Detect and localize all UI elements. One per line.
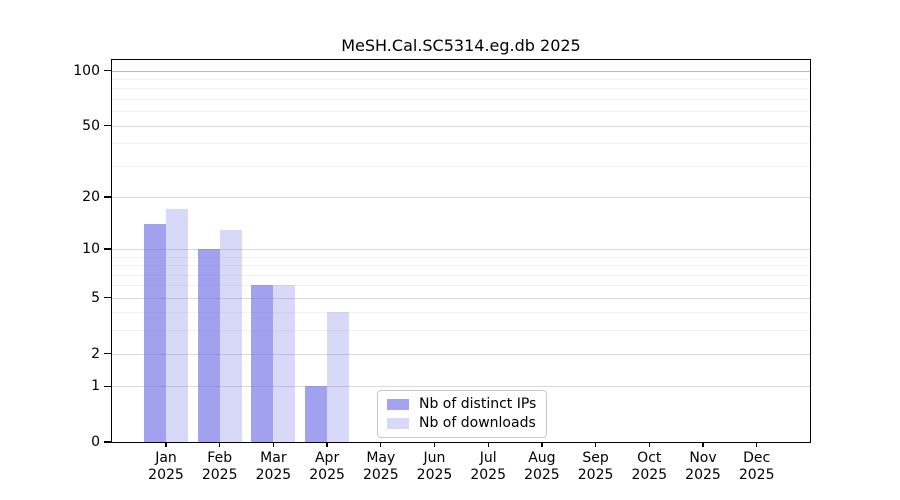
gridline-100 — [112, 70, 810, 72]
x-tick-label-feb: Feb 2025 — [201, 450, 238, 483]
x-tick-oct — [648, 442, 650, 447]
y-tick-label-0: 0 — [91, 434, 100, 450]
chart-title: MeSH.Cal.SC5314.eg.db 2025 — [341, 36, 581, 55]
y-tick-2 — [104, 352, 111, 355]
gridline-minor-4 — [112, 312, 810, 314]
gridline-minor-40 — [112, 143, 810, 145]
y-tick-100 — [104, 69, 111, 72]
y-tick-label-1: 1 — [91, 378, 100, 395]
bar-distinct-ips-apr — [305, 386, 328, 442]
gridline-minor-70 — [112, 98, 810, 100]
legend-item-downloads: Nb of downloads — [387, 415, 536, 431]
gridline-minor-3 — [112, 330, 810, 332]
x-tick-label-sep: Sep 2025 — [577, 450, 614, 483]
bar-downloads-feb — [219, 229, 242, 442]
bar-downloads-jan — [166, 209, 188, 442]
x-tick-label-oct: Oct 2025 — [631, 450, 668, 483]
x-tick-label-aug: Aug 2025 — [524, 450, 560, 483]
gridline-minor-90 — [112, 78, 810, 80]
gridline-minor-30 — [112, 165, 810, 167]
bar-distinct-ips-mar — [251, 285, 274, 442]
legend-item-distinct-ips: Nb of distinct IPs — [387, 396, 536, 412]
bar-distinct-ips-jan — [144, 224, 166, 442]
gridline-2 — [112, 353, 810, 355]
y-tick-label-100: 100 — [73, 62, 100, 79]
x-tick-dec — [756, 442, 758, 447]
y-tick-label-10: 10 — [82, 241, 100, 257]
legend-swatch-distinct-ips — [387, 398, 409, 410]
gridline-1 — [112, 386, 810, 388]
gridline-minor-8 — [112, 265, 810, 267]
x-tick-nov — [702, 442, 704, 447]
x-tick-may — [380, 442, 382, 447]
legend-label-downloads: Nb of downloads — [419, 415, 536, 431]
x-tick-mar — [272, 442, 275, 447]
y-tick-label-20: 20 — [82, 188, 100, 205]
x-tick-label-may: May 2025 — [362, 450, 399, 483]
gridline-minor-9 — [112, 256, 810, 258]
x-tick-label-jun: Jun 2025 — [416, 450, 453, 483]
legend-label-distinct-ips: Nb of distinct IPs — [419, 396, 537, 412]
x-tick-label-apr: Apr 2025 — [309, 450, 345, 483]
x-tick-jun — [433, 442, 436, 447]
x-tick-apr — [326, 442, 328, 447]
gridline-50 — [112, 125, 810, 127]
bar-downloads-apr — [327, 312, 350, 442]
y-tick-label-2: 2 — [91, 345, 100, 362]
gridline-5 — [112, 297, 810, 299]
x-tick-label-jul: Jul 2025 — [470, 450, 507, 483]
bar-distinct-ips-feb — [197, 249, 220, 442]
x-tick-sep — [594, 442, 597, 447]
gridline-minor-80 — [112, 88, 810, 90]
y-tick-0 — [104, 441, 111, 443]
gridline-20 — [112, 196, 810, 198]
gridline-minor-60 — [112, 111, 810, 113]
y-tick-label-5: 5 — [91, 289, 100, 306]
y-tick-label-50: 50 — [82, 117, 100, 134]
x-tick-label-jan: Jan 2025 — [148, 450, 184, 483]
y-tick-5 — [104, 297, 111, 299]
x-tick-aug — [541, 442, 543, 447]
y-tick-20 — [104, 196, 111, 198]
x-tick-jan — [165, 442, 167, 447]
x-tick-label-mar: Mar 2025 — [255, 450, 292, 483]
bar-downloads-mar — [273, 285, 296, 442]
gridline-minor-6 — [112, 285, 810, 287]
legend: Nb of distinct IPs Nb of downloads — [377, 390, 548, 438]
x-tick-label-dec: Dec 2025 — [738, 450, 775, 483]
x-tick-jul — [487, 442, 489, 447]
x-tick-label-nov: Nov 2025 — [685, 450, 721, 483]
x-tick-feb — [219, 442, 221, 447]
plot-area: Jan 2025 Feb 2025 Mar 2025 Apr 2025 May 2025 Jun 20… — [73, 59, 811, 483]
y-tick-50 — [104, 124, 111, 127]
y-tick-10 — [104, 248, 111, 250]
gridline-minor-7 — [112, 274, 810, 276]
gridline-10 — [112, 249, 810, 250]
y-tick-1 — [104, 385, 111, 387]
legend-swatch-downloads — [387, 417, 409, 429]
